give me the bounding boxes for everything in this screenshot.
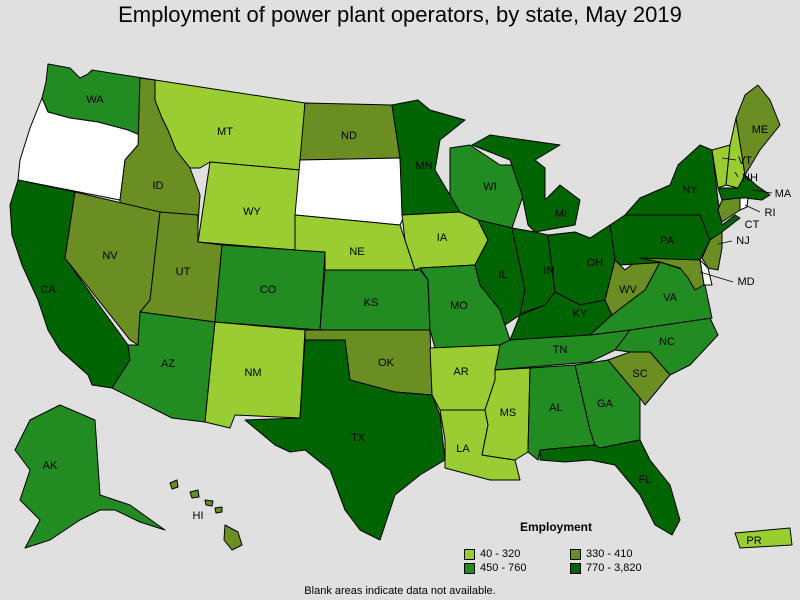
legend-item-40-320: 40 - 320 (464, 548, 520, 560)
label-PR: PR (746, 535, 761, 547)
label-NM: NM (244, 367, 261, 379)
label-VT: VT (738, 155, 752, 167)
label-VA: VA (663, 292, 678, 304)
label-NC: NC (659, 336, 675, 348)
legend-swatch-c3 (464, 562, 475, 574)
label-IL: IL (498, 269, 507, 281)
label-ME: ME (752, 124, 769, 136)
label-NY: NY (682, 184, 698, 196)
label-NE: NE (349, 246, 364, 258)
legend-label-c3: 450 - 760 (480, 562, 527, 574)
state-NC[interactable] (614, 317, 719, 376)
label-OH: OH (587, 257, 604, 269)
label-IN: IN (544, 265, 555, 277)
label-GA: GA (597, 398, 614, 410)
label-NV: NV (102, 250, 118, 262)
legend-item-330-410: 330 - 410 (570, 548, 632, 560)
label-AL: AL (549, 402, 562, 414)
state-CA[interactable] (9, 179, 131, 389)
legend-item-450-760: 450 - 760 (464, 562, 526, 574)
label-WI: WI (483, 181, 496, 193)
state-HI[interactable] (169, 479, 243, 551)
label-CO: CO (260, 284, 277, 296)
label-CT: CT (745, 219, 760, 231)
state-WI[interactable] (449, 144, 526, 229)
legend-title: Employment (520, 520, 593, 534)
label-WA: WA (86, 94, 104, 106)
state-MD[interactable] (639, 257, 705, 291)
legend-swatch-c2 (570, 548, 581, 560)
state-MI[interactable] (471, 134, 581, 233)
label-FL: FL (639, 474, 652, 486)
leader-NJ (717, 240, 733, 245)
label-MA: MA (775, 188, 792, 200)
state-RI[interactable] (739, 197, 749, 211)
map-title: Employment of power plant operators, by … (118, 2, 682, 27)
label-AZ: AZ (161, 358, 175, 370)
label-RI: RI (765, 207, 776, 219)
label-HI: HI (193, 510, 204, 522)
legend-item-770-3820: 770 - 3,820 (570, 562, 642, 574)
legend-swatch-c4 (570, 562, 581, 574)
leader-VT (721, 157, 737, 161)
state-OH[interactable] (547, 224, 616, 306)
state-CT[interactable] (717, 197, 741, 223)
state-PR[interactable] (734, 527, 793, 549)
label-IA: IA (437, 232, 448, 244)
state-TX[interactable] (244, 339, 446, 541)
label-KY: KY (573, 308, 588, 320)
label-NH: NH (742, 172, 758, 184)
label-CA: CA (40, 284, 56, 296)
label-MI: MI (555, 208, 567, 220)
label-AK: AK (43, 460, 58, 472)
label-LA: LA (456, 443, 470, 455)
label-ID: ID (153, 180, 164, 192)
label-MO: MO (450, 300, 468, 312)
label-MN: MN (415, 160, 432, 172)
label-OK: OK (378, 357, 395, 369)
label-KS: KS (364, 297, 379, 309)
label-ND: ND (341, 130, 357, 142)
state-MN[interactable] (391, 99, 466, 216)
legend-label-c1: 40 - 320 (480, 548, 521, 560)
leader-MA (751, 189, 773, 194)
label-WV: WV (619, 284, 637, 296)
label-UT: UT (176, 266, 191, 278)
legend-label-c2: 330 - 410 (586, 548, 633, 560)
state-AK[interactable] (14, 404, 166, 549)
label-MD: MD (737, 276, 754, 288)
leader-NH (734, 171, 739, 178)
label-TX: TX (351, 432, 366, 444)
state-ME[interactable] (735, 84, 781, 176)
state-NJ[interactable] (701, 231, 723, 271)
leader-MD (699, 271, 734, 283)
footnote: Blank areas indicate data not available. (304, 585, 496, 597)
label-SC: SC (632, 368, 647, 380)
label-AR: AR (453, 366, 468, 378)
label-WY: WY (243, 206, 261, 218)
legend-label-c4: 770 - 3,820 (586, 562, 642, 574)
state-FL[interactable] (539, 439, 681, 536)
legend-swatch-c1 (464, 548, 475, 560)
label-NJ: NJ (736, 235, 749, 247)
label-TN: TN (553, 344, 568, 356)
label-MT: MT (217, 126, 233, 138)
state-SD[interactable] (294, 157, 406, 226)
leader-RI (744, 204, 761, 213)
label-MS: MS (500, 407, 517, 419)
label-PA: PA (660, 235, 675, 247)
